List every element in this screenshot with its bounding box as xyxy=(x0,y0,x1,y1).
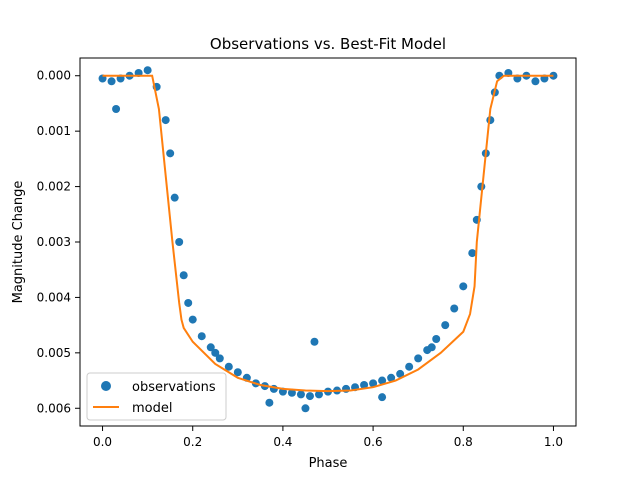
model-layer xyxy=(102,74,554,393)
x-tick-label: 0.2 xyxy=(183,435,202,449)
observation-point xyxy=(143,66,152,75)
observation-point xyxy=(296,390,305,399)
observation-point xyxy=(468,249,477,258)
observation-point xyxy=(310,337,319,346)
observation-point xyxy=(287,388,296,397)
y-axis-ticks: 0.000 0.001 0.002 0.003 0.004 0.005 0.006 xyxy=(37,69,80,415)
observation-point xyxy=(432,334,441,343)
observation-point xyxy=(215,354,224,363)
observation-point xyxy=(450,304,459,313)
y-tick-label: 0.003 xyxy=(37,235,71,249)
observation-point xyxy=(396,369,405,378)
y-axis-label: Magnitude Change xyxy=(11,181,26,304)
legend-box xyxy=(86,372,227,421)
observation-point xyxy=(161,116,170,125)
legend-observations-marker xyxy=(101,381,111,391)
x-axis-label: Phase xyxy=(309,456,348,471)
observation-point xyxy=(378,376,387,385)
y-tick-label: 0.004 xyxy=(37,290,71,304)
observation-point xyxy=(427,343,436,352)
observation-point xyxy=(175,238,184,246)
observation-point xyxy=(197,332,206,341)
observation-point xyxy=(206,343,215,352)
observation-point xyxy=(378,393,387,402)
legend-observations-label: observations xyxy=(132,380,216,395)
observation-point xyxy=(184,298,193,307)
observation-point xyxy=(179,271,188,280)
x-tick-label: 0.8 xyxy=(454,435,473,449)
observation-point xyxy=(369,379,378,388)
observation-point xyxy=(301,404,310,413)
observation-point xyxy=(233,368,242,377)
y-tick-label: 0.006 xyxy=(37,401,71,415)
legend: observations model xyxy=(86,372,227,421)
plot-area xyxy=(98,66,558,413)
observation-point xyxy=(107,77,116,86)
observation-point xyxy=(211,348,220,357)
observation-point xyxy=(414,354,423,363)
y-tick-label: 0.002 xyxy=(37,180,71,194)
observation-point xyxy=(188,315,197,324)
x-tick-label: 0.0 xyxy=(93,435,112,449)
x-tick-label: 0.4 xyxy=(273,435,292,449)
observation-point xyxy=(170,193,179,202)
observation-point xyxy=(387,373,396,382)
observation-point xyxy=(531,77,540,86)
legend-model-label: model xyxy=(132,401,172,416)
x-tick-label: 1.0 xyxy=(544,435,563,449)
observation-point xyxy=(265,398,274,407)
y-tick-label: 0.000 xyxy=(37,69,71,83)
observation-point xyxy=(441,321,450,330)
y-tick-label: 0.005 xyxy=(37,346,71,360)
observation-point xyxy=(459,282,468,291)
observation-point xyxy=(166,149,175,158)
model-line xyxy=(102,74,554,393)
observation-point xyxy=(405,362,414,371)
x-tick-label: 0.6 xyxy=(364,435,383,449)
observation-point xyxy=(360,380,369,389)
observation-point xyxy=(314,390,323,399)
observation-point xyxy=(112,104,121,113)
x-axis-ticks: 0.0 0.2 0.4 0.6 0.8 1.0 xyxy=(93,426,563,449)
observation-point xyxy=(305,392,314,401)
chart-title: Observations vs. Best-Fit Model xyxy=(210,35,446,53)
y-tick-label: 0.001 xyxy=(37,124,71,138)
observation-point xyxy=(224,362,233,371)
